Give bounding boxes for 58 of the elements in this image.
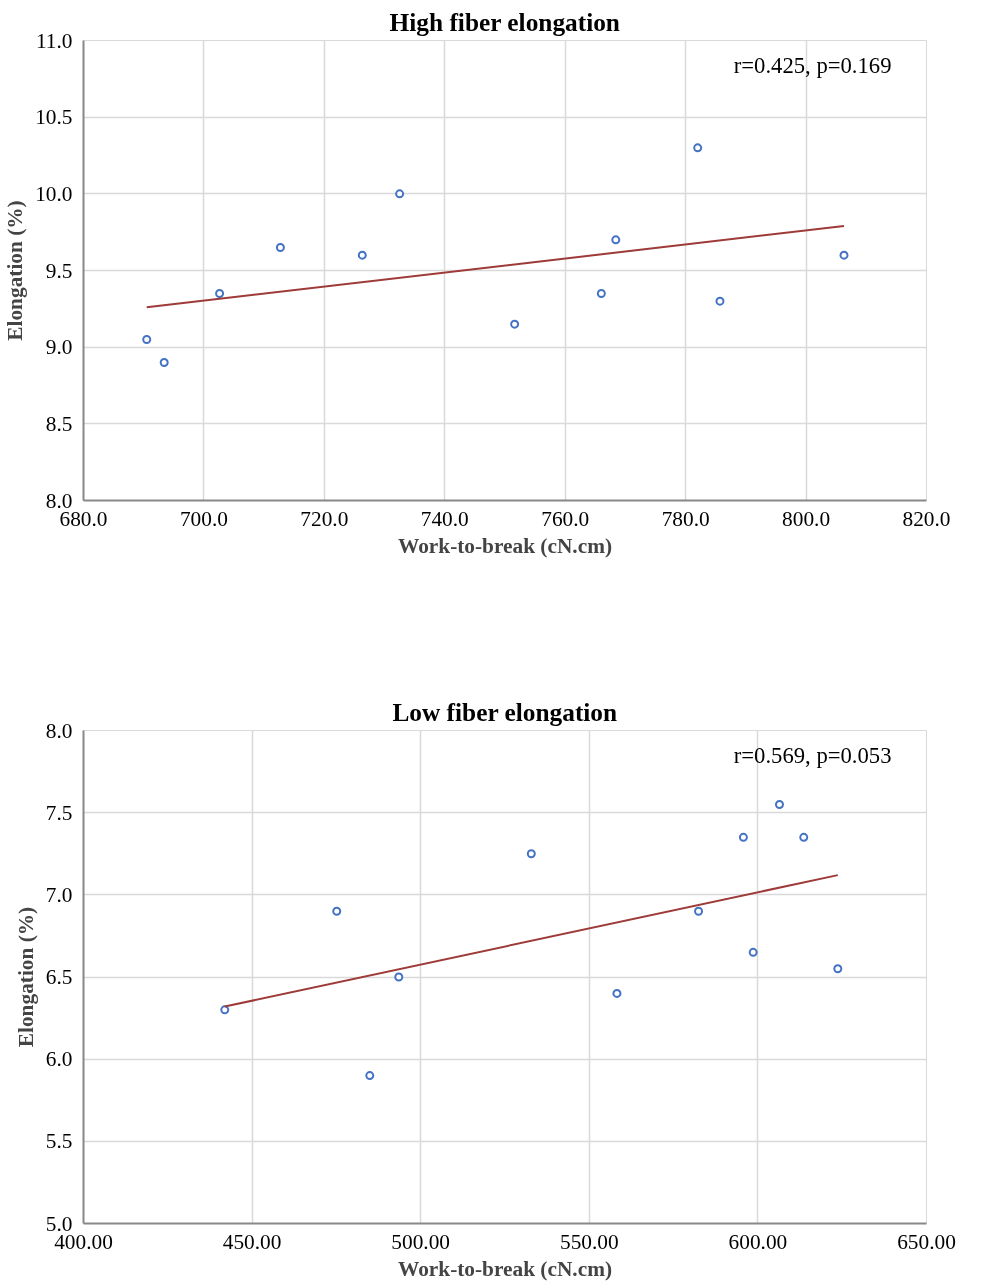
point: [611, 235, 621, 245]
y-tick-label: 8.5: [45, 411, 73, 436]
point: [693, 143, 703, 153]
point: [159, 358, 169, 367]
point: [748, 947, 758, 957]
point: [357, 250, 367, 260]
point: [275, 243, 285, 252]
point: [220, 1005, 230, 1015]
y-tick-label: 11.0: [35, 28, 73, 53]
point: [694, 906, 704, 916]
annotation: r=0.569, p=0.053: [733, 742, 892, 768]
y-axis-title: Elongation (%): [13, 906, 38, 1048]
point: [715, 296, 725, 306]
y-tick-label: 6.5: [45, 965, 73, 989]
y-tick-label: 8.0: [45, 718, 73, 743]
y-tick-label: 10.0: [35, 181, 73, 206]
x-tick-label: 650.00: [897, 1229, 956, 1254]
point: [612, 988, 622, 998]
chart-title: High fiber elongation: [389, 7, 620, 36]
point: [799, 832, 809, 842]
point: [774, 799, 784, 809]
x-tick-label: 600.00: [728, 1229, 788, 1254]
point: [215, 289, 225, 298]
point: [596, 289, 606, 298]
y-tick-label: 9.0: [45, 335, 73, 360]
y-tick-label: 6.0: [45, 1047, 73, 1072]
x-axis-title: Work-to-break (cN.cm): [397, 533, 613, 558]
y-tick-label: 5.0: [45, 1211, 73, 1236]
y-tick-label: 9.5: [45, 258, 73, 283]
point: [510, 319, 520, 329]
x-tick-label: 740.0: [420, 506, 469, 531]
point: [738, 832, 748, 842]
y-tick-label: 5.5: [45, 1129, 73, 1154]
y-axis-title: Elongation (%): [3, 200, 28, 341]
x-tick-label: 760.0: [541, 506, 590, 531]
x-tick-label: 820.0: [902, 506, 951, 531]
point: [332, 906, 342, 916]
y-tick-label: 7.0: [45, 882, 73, 907]
y-tick-label: 7.5: [45, 800, 73, 825]
y-tick-label: 8.0: [45, 488, 73, 513]
point: [839, 250, 849, 260]
point: [395, 189, 405, 199]
x-axis-title: Work-to-break (cN.cm): [397, 1256, 613, 1281]
x-tick-label: 720.0: [300, 506, 349, 531]
point: [833, 964, 843, 974]
point: [142, 335, 152, 344]
x-tick-label: 450.00: [222, 1229, 282, 1254]
x-tick-label: 780.0: [661, 506, 710, 531]
x-tick-label: 500.00: [391, 1229, 451, 1254]
point: [526, 849, 536, 859]
chart-title: Low fiber elongation: [392, 697, 618, 726]
y-tick-label: 10.5: [35, 105, 73, 130]
point: [394, 972, 404, 982]
x-tick-label: 800.0: [782, 506, 831, 531]
x-tick-label: 550.00: [559, 1229, 619, 1254]
annotation: r=0.425, p=0.169: [733, 52, 892, 78]
point: [365, 1071, 375, 1081]
x-tick-label: 700.0: [179, 506, 228, 531]
